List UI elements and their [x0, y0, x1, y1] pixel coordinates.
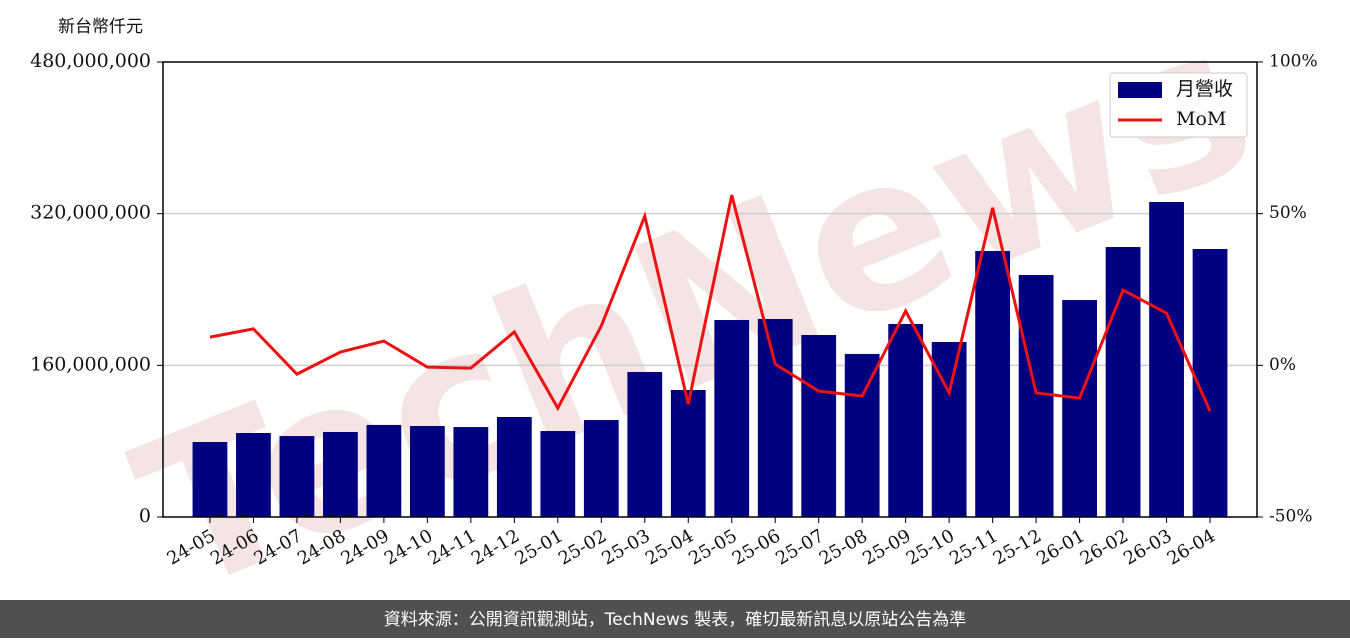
- bar: [975, 251, 1011, 517]
- x-tick-label: 25-05: [685, 525, 740, 569]
- bar: [496, 416, 532, 517]
- bar: [279, 436, 315, 517]
- legend-label: 月營收: [1176, 78, 1233, 100]
- bar: [366, 424, 402, 517]
- y2-tick-label: 50%: [1269, 203, 1307, 223]
- bar: [757, 318, 793, 517]
- x-tick-label: 25-10: [903, 525, 958, 569]
- bar: [323, 431, 358, 517]
- bar: [409, 426, 445, 517]
- bar: [844, 353, 880, 517]
- footer: 資料來源：公開資訊觀測站，TechNews 製表，確切最新訊息以原站公告為準: [384, 610, 966, 630]
- bar: [192, 442, 228, 517]
- bar: [1149, 202, 1184, 517]
- bar: [888, 324, 924, 517]
- y-tick-label: 320,000,000: [30, 202, 151, 224]
- x-tick-label: 25-02: [555, 525, 610, 569]
- y-tick-label: 0: [139, 505, 151, 527]
- y-axis-label: 新台幣仟元: [58, 17, 143, 37]
- y-tick-label: 160,000,000: [30, 353, 151, 375]
- x-tick-label: 26-04: [1164, 525, 1219, 569]
- x-tick-label: 24-12: [468, 525, 523, 569]
- x-tick-label: 25-07: [772, 525, 827, 569]
- y2-tick-label: 100%: [1269, 52, 1318, 72]
- x-tick-label: 25-09: [859, 525, 914, 569]
- x-tick-label: 26-02: [1077, 525, 1132, 569]
- x-tick-label: 25-11: [946, 525, 1001, 569]
- bar: [453, 427, 489, 517]
- x-tick-label: 25-06: [729, 525, 784, 569]
- x-tick-label: 25-01: [511, 525, 566, 569]
- x-tick-label: 25-04: [642, 525, 697, 569]
- line: [209, 194, 1212, 412]
- bar: [1062, 300, 1097, 517]
- bar: [714, 320, 750, 517]
- y2-tick-label: 0%: [1269, 355, 1296, 375]
- legend-label: MoM: [1176, 108, 1226, 130]
- x-tick-label: 25-08: [816, 525, 871, 569]
- bar: [1018, 274, 1054, 517]
- bar: [801, 335, 837, 517]
- plot-frame: [162, 61, 1258, 518]
- bar: [540, 431, 576, 517]
- bar: [236, 433, 271, 517]
- footer-band: [0, 600, 1350, 638]
- x-tick-label: 25-12: [990, 525, 1045, 569]
- legend-swatch: [1118, 82, 1162, 98]
- x-tick-label: 26-01: [1033, 525, 1088, 569]
- bar: [670, 389, 706, 517]
- bar: [583, 420, 619, 517]
- x-tick-label: 26-03: [1120, 525, 1175, 569]
- bar: [627, 371, 663, 517]
- y2-tick-label: -50%: [1269, 507, 1313, 527]
- y-tick-label: 480,000,000: [30, 50, 151, 72]
- bar: [1105, 247, 1141, 518]
- x-tick-label: 25-03: [598, 525, 653, 569]
